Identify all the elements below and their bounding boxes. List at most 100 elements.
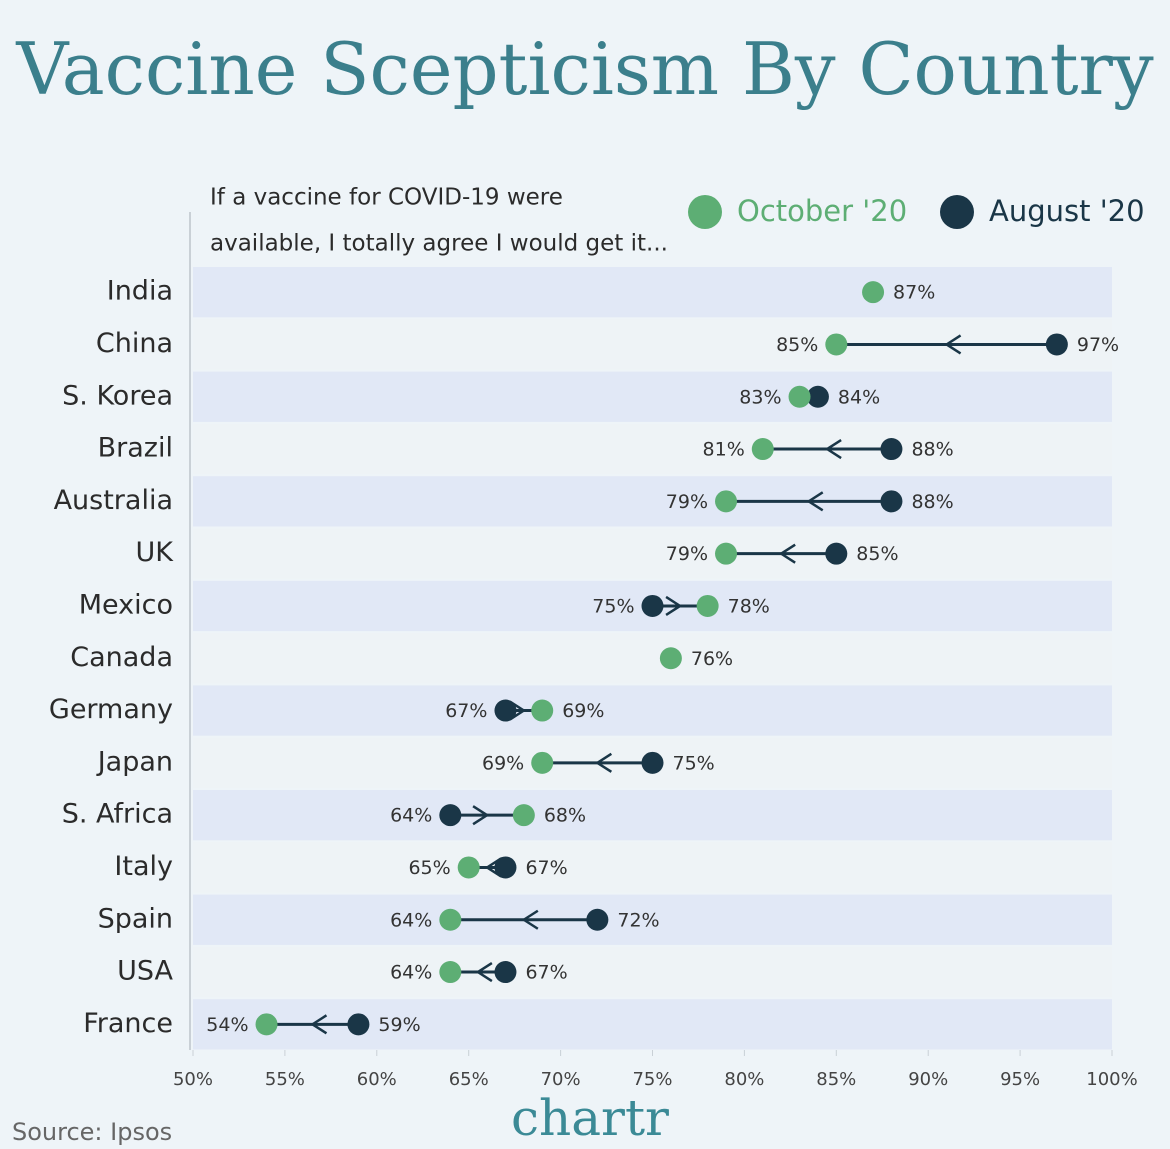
legend-marker <box>688 195 722 229</box>
y-tick-label: Brazil <box>98 433 173 464</box>
value-label: 84% <box>838 386 880 408</box>
arrow <box>310 1014 328 1035</box>
y-tick-label: Italy <box>114 851 173 882</box>
value-label: 78% <box>728 595 770 617</box>
legend-label: August '20 <box>989 194 1145 228</box>
dot <box>347 1013 370 1036</box>
value-label: 79% <box>666 543 708 565</box>
value-label: 85% <box>856 543 898 565</box>
x-tick-label: 95% <box>1000 1069 1040 1090</box>
arrow <box>665 595 683 617</box>
dot <box>255 1013 278 1036</box>
dot <box>659 647 682 670</box>
dot <box>862 281 885 304</box>
y-tick-label: India <box>107 276 173 307</box>
value-label: 68% <box>544 805 586 827</box>
dot <box>825 542 848 565</box>
x-tick-label: 80% <box>724 1069 764 1090</box>
value-label: 75% <box>592 595 634 617</box>
value-label: 59% <box>378 1014 420 1036</box>
x-tick-label: 90% <box>908 1069 948 1090</box>
value-label: 67% <box>445 700 487 722</box>
y-tick-label: UK <box>136 537 175 568</box>
source: Source: Ipsos <box>12 1118 172 1146</box>
dot <box>1045 333 1068 356</box>
dot <box>696 594 719 617</box>
dot <box>586 908 609 931</box>
chart-title: Vaccine Scepticism By Country <box>15 27 1154 111</box>
dot <box>457 856 480 879</box>
x-tick-label: 60% <box>357 1069 397 1090</box>
value-label: 87% <box>893 282 935 304</box>
legend-label: October '20 <box>737 194 907 228</box>
dot <box>715 490 738 513</box>
value-label: 81% <box>703 439 745 461</box>
value-label: 65% <box>408 857 450 879</box>
x-tick-label: 65% <box>449 1069 489 1090</box>
value-label: 85% <box>776 334 818 356</box>
value-label: 64% <box>390 805 432 827</box>
arrow <box>806 491 824 512</box>
y-tick-label: Japan <box>96 746 173 777</box>
value-label: 79% <box>666 491 708 513</box>
value-label: 54% <box>206 1014 248 1036</box>
y-tick-label: USA <box>117 956 173 987</box>
y-tick-label: Canada <box>70 642 173 673</box>
dot <box>880 490 903 513</box>
arrow <box>472 805 490 826</box>
row-band <box>193 633 1112 684</box>
row-band <box>193 371 1112 422</box>
legend-marker <box>940 195 974 229</box>
dot <box>439 908 462 931</box>
row-band <box>193 423 1112 475</box>
x-tick-label: 50% <box>173 1069 213 1090</box>
row-band <box>193 267 1112 318</box>
arrow <box>595 752 613 773</box>
row-band <box>193 685 1112 736</box>
value-label: 69% <box>482 752 524 774</box>
dot <box>715 542 738 565</box>
dot <box>806 385 829 408</box>
value-label: 67% <box>525 857 567 879</box>
arrow <box>778 543 796 564</box>
dot <box>641 751 664 774</box>
row-band <box>193 894 1112 945</box>
arrow <box>824 438 842 460</box>
value-label: 88% <box>911 491 953 513</box>
dot <box>825 333 848 356</box>
value-label: 83% <box>739 386 781 408</box>
dot <box>494 856 517 879</box>
arrow <box>521 909 539 930</box>
value-label: 75% <box>673 752 715 774</box>
x-tick-label: 55% <box>265 1069 305 1090</box>
y-tick-label: Germany <box>49 694 173 725</box>
row-band <box>193 476 1112 527</box>
dot <box>494 961 517 984</box>
row-band <box>193 946 1112 998</box>
row-band <box>193 842 1112 893</box>
dot <box>439 961 462 984</box>
x-tick-label: 100% <box>1086 1069 1137 1090</box>
x-tick-label: 85% <box>816 1069 856 1090</box>
y-tick-label: China <box>96 328 173 359</box>
dot <box>494 699 517 722</box>
dot <box>531 751 554 774</box>
value-label: 64% <box>390 909 432 931</box>
dot <box>641 594 664 617</box>
arrow <box>475 961 493 983</box>
dot <box>751 438 774 461</box>
row-band <box>193 528 1112 579</box>
value-label: 88% <box>911 439 953 461</box>
y-tick-label: S. Africa <box>62 799 173 830</box>
dot <box>439 804 462 827</box>
value-label: 64% <box>390 962 432 984</box>
y-tick-label: France <box>83 1008 173 1039</box>
brand-logo: chartr <box>511 1089 669 1147</box>
x-tick-label: 75% <box>632 1069 672 1090</box>
x-tick-label: 70% <box>541 1069 581 1090</box>
subtitle: available, I totally agree I would get i… <box>210 231 668 257</box>
y-tick-label: S. Korea <box>62 380 173 411</box>
value-label: 69% <box>562 700 604 722</box>
